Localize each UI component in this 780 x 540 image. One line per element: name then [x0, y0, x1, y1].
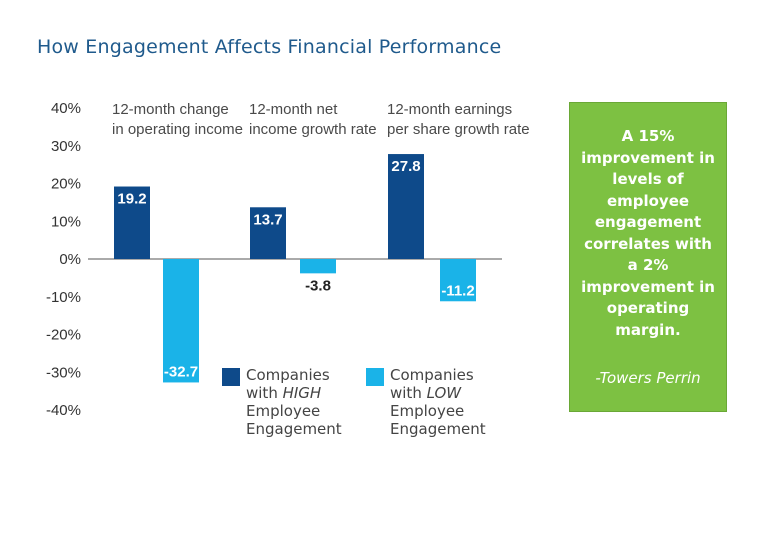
legend-high-line1: Companies [246, 366, 330, 384]
category-labels: 12-month change in operating income 12-mon… [112, 101, 530, 138]
legend-low-line3: Employee [390, 402, 465, 420]
legend-high-line4: Engagement [246, 420, 342, 438]
legend-swatch-high [222, 368, 240, 386]
y-tick-label: 30% [51, 138, 81, 155]
legend-label-low: Companies with LOW Employee Engagement [390, 366, 520, 438]
category-label: 12-month net [249, 101, 338, 118]
legend-low-line4: Engagement [390, 420, 486, 438]
legend-swatch-low [366, 368, 384, 386]
category-label: per share growth rate [387, 121, 530, 138]
bar-high [388, 154, 424, 259]
legend-low-line1: Companies [390, 366, 474, 384]
y-tick-label: 0% [59, 251, 81, 268]
value-labels: 19.2 13.7 27.8 -32.7 -3.8 -11.2 [117, 158, 474, 380]
legend-high-line2-prefix: with [246, 384, 283, 402]
legend-low-line2-emph: LOW [426, 384, 462, 402]
data-label: 13.7 [253, 211, 282, 228]
data-label: -32.7 [164, 363, 198, 380]
category-label: in operating income [112, 121, 243, 138]
legend-high-line2-emph: HIGH [282, 384, 322, 402]
bar-high [114, 186, 150, 259]
category-label: income growth rate [249, 121, 377, 138]
bar-low [440, 259, 476, 302]
category-label: 12-month change [112, 101, 229, 118]
page-title: How Engagement Affects Financial Perform… [37, 36, 502, 58]
bar-chart: 40% 30% 20% 10% 0% -10% -20% -30% -40% 12-month … [46, 100, 530, 419]
data-label: -3.8 [305, 277, 331, 294]
bars [114, 154, 476, 383]
category-label: 12-month earnings [387, 101, 512, 118]
data-label: 27.8 [391, 158, 420, 175]
y-tick-label: -10% [46, 289, 81, 306]
y-tick-label: 10% [51, 213, 81, 230]
bar-high [250, 207, 286, 259]
bar-low [163, 259, 199, 383]
y-tick-label: -40% [46, 402, 81, 419]
callout-box: A 15% improvement in levels of employee … [569, 102, 727, 412]
callout-text: A 15% improvement in levels of employee … [581, 127, 715, 339]
legend-low-line2-prefix: with [390, 384, 427, 402]
bar-low [300, 259, 336, 274]
data-label: -11.2 [441, 282, 474, 299]
legend-high-line3: Employee [246, 402, 321, 420]
y-tick-label: 20% [51, 176, 81, 193]
y-tick-label: -20% [46, 327, 81, 344]
y-axis-ticks: 40% 30% 20% 10% 0% -10% -20% -30% -40% [46, 100, 81, 419]
y-tick-label: -30% [46, 364, 81, 381]
legend-label-high: Companies with HIGH Employee Engagement [246, 366, 376, 438]
y-tick-label: 40% [51, 100, 81, 117]
data-label: 19.2 [117, 191, 146, 208]
callout-source: -Towers Perrin [595, 369, 701, 387]
